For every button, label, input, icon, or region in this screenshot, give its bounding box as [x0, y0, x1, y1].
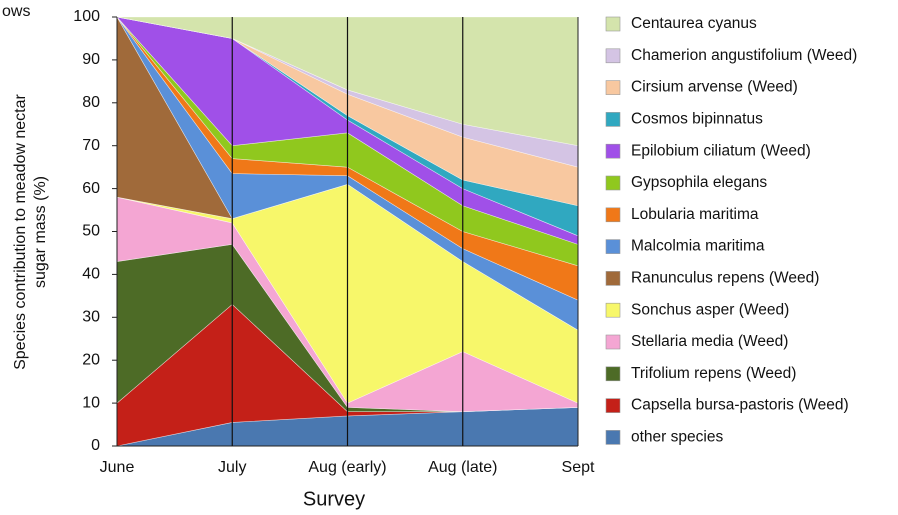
legend-swatch	[605, 112, 621, 127]
legend-label: Gypsophila elegans	[631, 174, 767, 191]
y-tick-label: 60	[82, 180, 100, 197]
y-tick-label: 40	[82, 266, 100, 283]
legend-swatch	[605, 175, 621, 191]
x-tick-label: Aug (early)	[308, 459, 386, 476]
x-axis-label: Survey	[303, 488, 365, 510]
legend-label: Ranunculus repens (Weed)	[631, 269, 819, 286]
y-axis-label-line: Species contribution to meadow nectar	[12, 93, 29, 369]
x-tick-label: July	[218, 459, 246, 476]
legend-label: Epilobium ciliatum (Weed)	[631, 142, 811, 159]
y-tick-label: 30	[82, 309, 100, 326]
legend-swatch	[605, 143, 621, 159]
y-tick-label: 20	[82, 351, 100, 368]
legend-label: Capsella bursa-pastoris (Weed)	[631, 397, 849, 414]
y-tick-label: 100	[73, 8, 100, 25]
legend-label: Trifolium repens (Weed)	[631, 365, 796, 382]
legend-swatch	[605, 16, 621, 32]
legend-label: Lobularia maritima	[631, 206, 759, 223]
legend-swatch	[605, 302, 621, 318]
legend-swatch	[605, 80, 621, 95]
y-axis-label-line: sugar mass (%)	[32, 176, 49, 288]
x-tick-label: Sept	[562, 459, 595, 476]
y-tick-label: 90	[82, 51, 100, 68]
legend-label: Malcolmia maritima	[631, 238, 765, 255]
legend-swatch	[605, 366, 621, 382]
legend-label: Chamerion angustifolium (Weed)	[631, 47, 857, 64]
legend-label: other species	[631, 428, 723, 445]
legend-label: Sonchus asper (Weed)	[631, 301, 789, 318]
y-tick-label: 0	[91, 437, 100, 454]
legend-swatch	[605, 271, 621, 286]
chart-title: ows	[2, 3, 30, 20]
legend-swatch	[605, 334, 621, 350]
legend-swatch	[605, 48, 621, 64]
y-tick-label: 70	[82, 137, 100, 154]
legend-swatch	[605, 398, 621, 413]
y-tick-label: 10	[82, 394, 100, 411]
x-tick-label: Aug (late)	[428, 459, 497, 476]
legend-label: Centaurea cyanus	[631, 15, 757, 32]
legend-label: Cirsium arvense (Weed)	[631, 79, 798, 96]
y-axis-label: Species contribution to meadow nectar su…	[12, 93, 49, 369]
legend-swatch	[605, 239, 621, 254]
legend-swatch	[605, 430, 621, 445]
legend-label: Cosmos bipinnatus	[631, 110, 763, 127]
y-tick-label: 50	[82, 223, 100, 240]
x-tick-label: June	[100, 459, 135, 476]
legend-swatch	[605, 207, 621, 223]
y-tick-label: 80	[82, 94, 100, 111]
legend-label: Stellaria media (Weed)	[631, 333, 788, 350]
